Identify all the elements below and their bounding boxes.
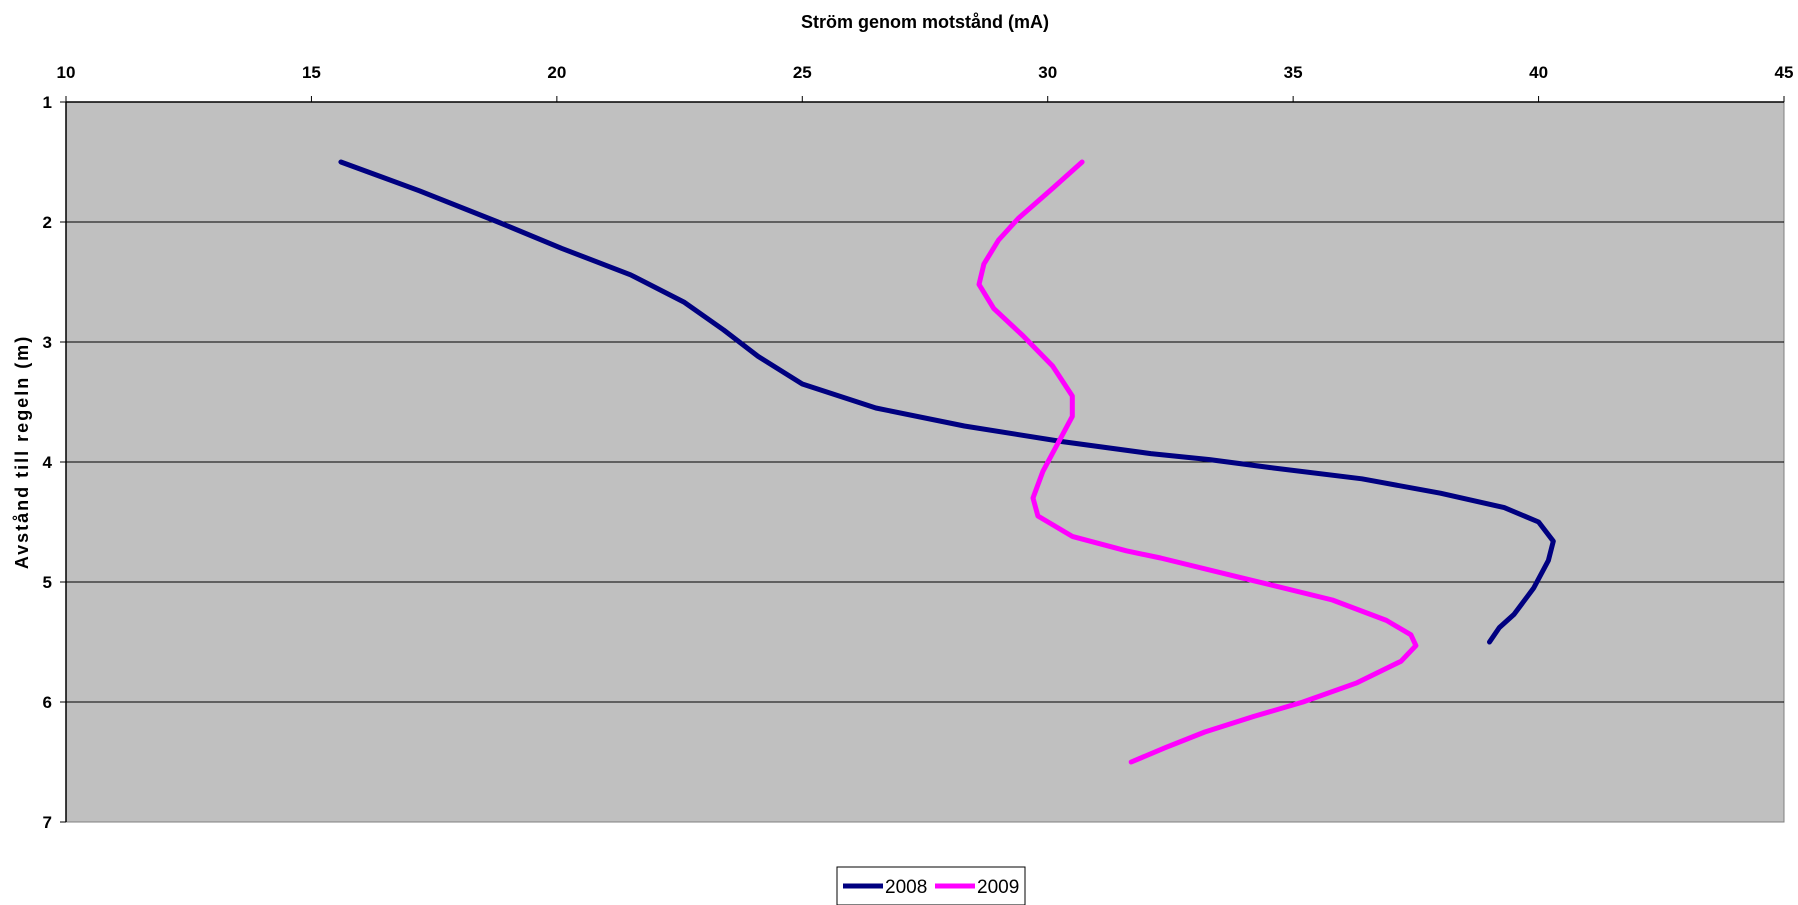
y-tick-label: 4	[43, 453, 53, 472]
y-axis-title: Avstånd till regeln (m)	[12, 335, 32, 569]
y-tick-label: 7	[43, 813, 52, 832]
x-tick-label: 15	[302, 63, 321, 82]
series-line-2009	[976, 159, 1419, 765]
y-tick-label: 6	[43, 693, 52, 712]
legend-label: 2009	[977, 877, 1019, 898]
x-tick-label: 30	[1038, 63, 1057, 82]
y-tick-label: 3	[43, 333, 52, 352]
x-tick-label: 40	[1529, 63, 1548, 82]
y-tick-label: 2	[43, 213, 52, 232]
legend: 2008 2009	[836, 866, 1026, 905]
x-tick-label: 25	[793, 63, 812, 82]
y-tick-label: 5	[43, 573, 52, 592]
x-tick-label: 45	[1775, 63, 1794, 82]
x-tick-label: 10	[57, 63, 76, 82]
x-tick-label: 35	[1284, 63, 1303, 82]
gridlines	[66, 221, 1784, 703]
series-lines	[338, 159, 1556, 765]
legend-label: 2008	[885, 877, 927, 898]
y-tick-label: 1	[43, 93, 52, 112]
series-line-2008	[338, 159, 1556, 645]
x-tick-label: 20	[547, 63, 566, 82]
x-axis-title: Ström genom motstånd (mA)	[801, 12, 1049, 32]
